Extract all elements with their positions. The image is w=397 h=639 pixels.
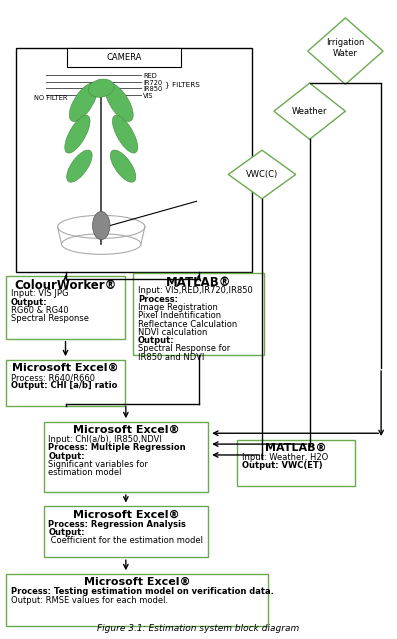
FancyBboxPatch shape — [237, 440, 355, 486]
Text: Irrigation
Water: Irrigation Water — [326, 38, 364, 58]
Text: Microsoft Excel®: Microsoft Excel® — [73, 509, 179, 520]
Text: Process: Multiple Regression: Process: Multiple Regression — [48, 443, 186, 452]
Text: VIS: VIS — [143, 93, 153, 98]
Ellipse shape — [89, 79, 114, 97]
Text: Process: Regression Analysis: Process: Regression Analysis — [48, 520, 186, 528]
Ellipse shape — [112, 115, 138, 153]
Text: Microsoft Excel®: Microsoft Excel® — [84, 577, 190, 587]
Text: } FILTERS: } FILTERS — [165, 82, 200, 88]
Text: IR850 and NDVI: IR850 and NDVI — [138, 353, 204, 362]
Text: Pixel Indentification: Pixel Indentification — [138, 311, 221, 320]
Text: IR850: IR850 — [143, 86, 162, 92]
Text: Microsoft Excel®: Microsoft Excel® — [73, 425, 179, 435]
Text: Image Registration: Image Registration — [138, 303, 218, 312]
Text: Input: Weather, H2O: Input: Weather, H2O — [242, 453, 328, 462]
Text: MATLAB®: MATLAB® — [166, 276, 231, 289]
Text: Output: CHI [a/b] ratio: Output: CHI [a/b] ratio — [11, 381, 117, 390]
Text: Output:: Output: — [48, 528, 85, 537]
Ellipse shape — [110, 150, 136, 182]
Text: RED: RED — [143, 73, 157, 79]
Polygon shape — [228, 150, 296, 199]
FancyBboxPatch shape — [6, 276, 125, 339]
Text: Spectral Response: Spectral Response — [11, 314, 89, 323]
Text: ColourWorker®: ColourWorker® — [14, 279, 117, 292]
FancyBboxPatch shape — [44, 506, 208, 557]
Polygon shape — [308, 18, 383, 84]
Text: IR720: IR720 — [143, 80, 162, 86]
Ellipse shape — [65, 115, 90, 153]
Text: Figure 3.1: Estimation system block diagram: Figure 3.1: Estimation system block diag… — [97, 624, 300, 633]
Circle shape — [93, 212, 110, 240]
Text: Input: VIS,RED,IR720,IR850: Input: VIS,RED,IR720,IR850 — [138, 286, 252, 295]
FancyBboxPatch shape — [67, 48, 181, 67]
Text: Output:: Output: — [48, 452, 85, 461]
FancyBboxPatch shape — [133, 273, 264, 355]
Text: VWC(C): VWC(C) — [246, 170, 278, 179]
Text: RG60 & RG40: RG60 & RG40 — [11, 306, 68, 315]
Polygon shape — [274, 83, 345, 139]
Text: CAMERA: CAMERA — [106, 53, 142, 62]
FancyBboxPatch shape — [16, 48, 252, 272]
Text: Process:: Process: — [138, 295, 178, 304]
Ellipse shape — [69, 83, 97, 121]
Text: NO FILTER: NO FILTER — [34, 95, 67, 101]
Text: Input: VIS JPG: Input: VIS JPG — [11, 289, 68, 298]
Text: Output: RMSE values for each model.: Output: RMSE values for each model. — [11, 596, 168, 604]
Text: Input: Chl(a/b), IR850,NDVI: Input: Chl(a/b), IR850,NDVI — [48, 435, 162, 444]
FancyBboxPatch shape — [44, 422, 208, 492]
Ellipse shape — [67, 150, 92, 182]
Text: Microsoft Excel®: Microsoft Excel® — [12, 363, 119, 373]
Text: Process: Testing estimation model on verification data.: Process: Testing estimation model on ver… — [11, 587, 274, 596]
Text: Significant variables for: Significant variables for — [48, 460, 148, 469]
FancyBboxPatch shape — [6, 574, 268, 626]
Text: MATLAB®: MATLAB® — [265, 443, 327, 453]
FancyBboxPatch shape — [6, 360, 125, 406]
Text: Output: VWC(ET): Output: VWC(ET) — [242, 461, 323, 470]
Text: Weather: Weather — [292, 107, 328, 116]
Text: Reflectance Calculation: Reflectance Calculation — [138, 320, 237, 328]
Text: Output:: Output: — [11, 298, 47, 307]
Ellipse shape — [105, 83, 133, 121]
Text: NDVI calculation: NDVI calculation — [138, 328, 207, 337]
Text: Coefficient for the estimation model: Coefficient for the estimation model — [48, 536, 203, 545]
Text: Process: R640/R660: Process: R640/R660 — [11, 373, 95, 382]
Text: Spectral Response for: Spectral Response for — [138, 344, 230, 353]
Text: Output:: Output: — [138, 336, 174, 345]
Text: estimation model: estimation model — [48, 468, 122, 477]
